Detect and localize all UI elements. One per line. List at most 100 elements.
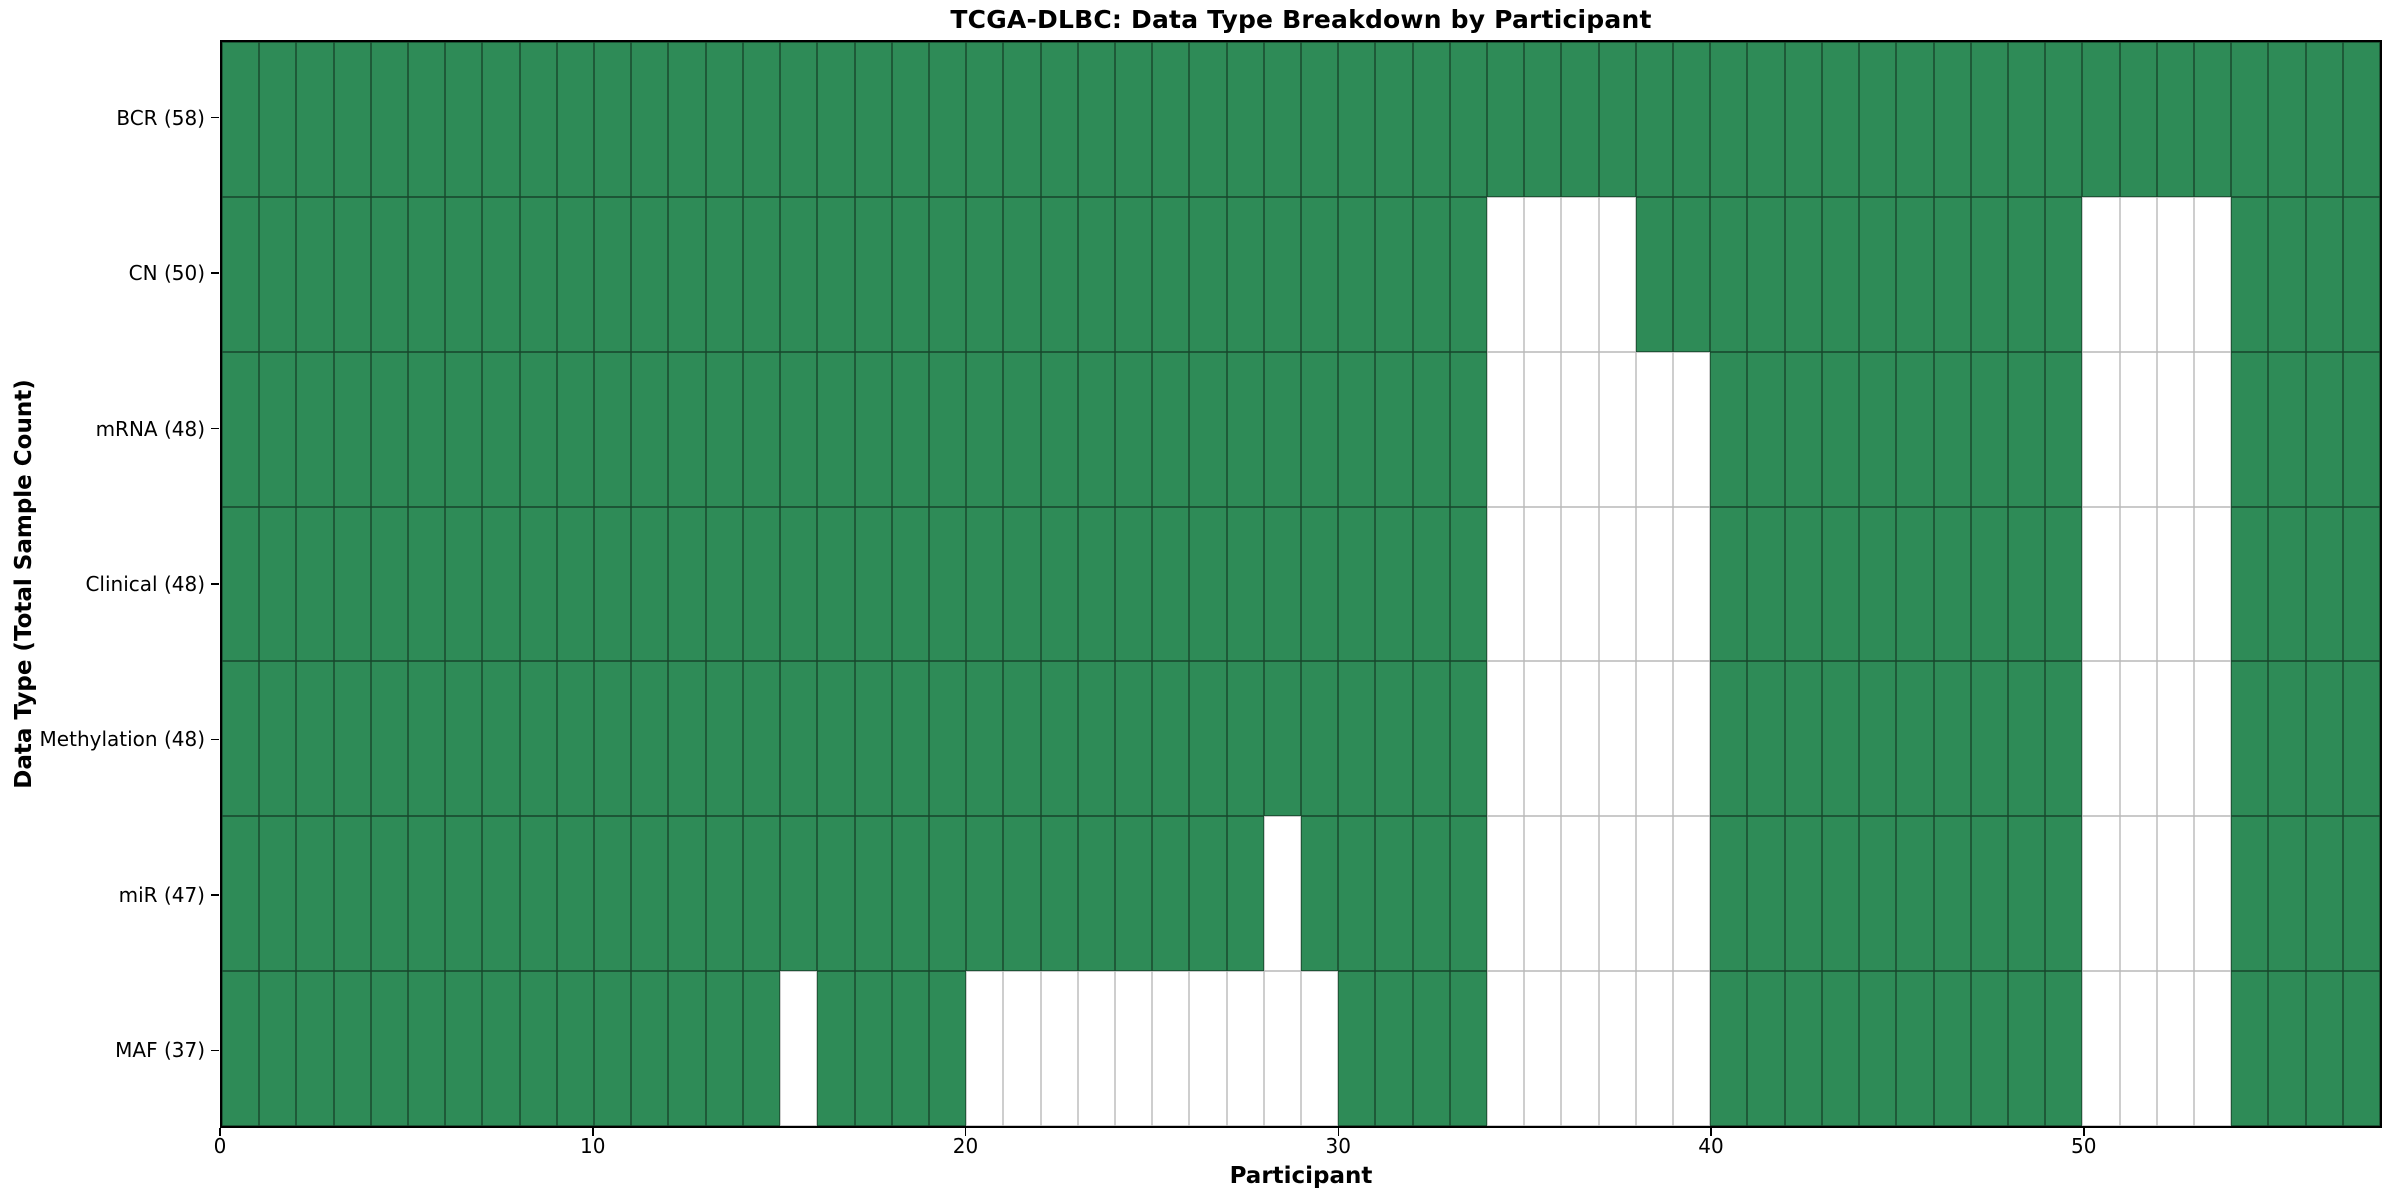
cell-Clinical-participant-35 (1524, 506, 1562, 662)
cell-mRNA-participant-24 (1114, 351, 1153, 507)
cell-MAF-participant-37 (1598, 971, 1636, 1126)
cell-mRNA-participant-43 (1821, 351, 1860, 507)
cell-mRNA-participant-2 (296, 351, 334, 507)
x-tickmark-20 (964, 1128, 967, 1136)
cell-MAF-participant-21 (1003, 971, 1041, 1126)
cell-BCR-participant-15 (780, 42, 818, 197)
cell-Methylation-participant-52 (2156, 661, 2194, 817)
cell-MAF-participant-1 (259, 971, 297, 1126)
cell-mRNA-participant-34 (1487, 351, 1525, 507)
cell-Clinical-participant-39 (1673, 506, 1711, 662)
cell-mRNA-participant-47 (1970, 351, 2008, 507)
cell-BCR-participant-9 (556, 42, 595, 197)
cell-MAF-participant-27 (1226, 971, 1264, 1126)
cell-MAF-participant-5 (408, 971, 446, 1126)
cell-CN-participant-30 (1338, 196, 1376, 352)
y-tickmark-Clinical (211, 583, 219, 585)
cell-BCR-participant-22 (1040, 42, 1078, 197)
cell-Clinical-participant-14 (742, 506, 781, 662)
cell-Clinical-participant-34 (1487, 506, 1525, 662)
cell-miR-participant-41 (1747, 816, 1785, 972)
cell-Methylation-participant-24 (1114, 661, 1153, 817)
cell-mRNA-participant-0 (222, 351, 260, 507)
cell-miR-participant-5 (408, 816, 446, 972)
cell-BCR-participant-6 (445, 42, 483, 197)
cell-mRNA-participant-19 (928, 351, 967, 507)
y-tick-label-mRNA: mRNA (48) (95, 416, 205, 441)
cell-miR-participant-25 (1152, 816, 1190, 972)
cell-Clinical-participant-47 (1970, 506, 2008, 662)
cell-miR-participant-19 (928, 816, 967, 972)
cell-BCR-participant-43 (1821, 42, 1860, 197)
cell-Clinical-participant-45 (1896, 506, 1934, 662)
cell-Clinical-participant-30 (1338, 506, 1376, 662)
cell-MAF-participant-39 (1673, 971, 1711, 1126)
cell-Methylation-participant-18 (891, 661, 929, 817)
cell-miR-participant-50 (2082, 816, 2120, 972)
cell-Methylation-participant-15 (780, 661, 818, 817)
cell-Clinical-participant-9 (556, 506, 595, 662)
cell-Clinical-participant-49 (2045, 506, 2083, 662)
cell-MAF-participant-56 (2305, 971, 2343, 1126)
cell-Methylation-participant-19 (928, 661, 967, 817)
cell-BCR-participant-24 (1114, 42, 1153, 197)
cell-miR-participant-20 (966, 816, 1004, 972)
cell-mRNA-participant-26 (1189, 351, 1227, 507)
cell-miR-participant-32 (1412, 816, 1450, 972)
y-tick-label-miR: miR (47) (118, 882, 205, 907)
cell-Clinical-participant-32 (1412, 506, 1450, 662)
cell-miR-participant-4 (370, 816, 409, 972)
cell-miR-participant-45 (1896, 816, 1934, 972)
cell-CN-participant-19 (928, 196, 967, 352)
cell-Methylation-participant-35 (1524, 661, 1562, 817)
cell-miR-participant-44 (1859, 816, 1897, 972)
cell-MAF-participant-16 (817, 971, 855, 1126)
cell-MAF-participant-12 (668, 971, 706, 1126)
cell-BCR-participant-29 (1301, 42, 1339, 197)
cell-mRNA-participant-52 (2156, 351, 2194, 507)
cell-CN-participant-21 (1003, 196, 1041, 352)
cell-Methylation-participant-25 (1152, 661, 1190, 817)
cell-CN-participant-18 (891, 196, 929, 352)
cell-Methylation-participant-32 (1412, 661, 1450, 817)
cell-Methylation-participant-40 (1710, 661, 1748, 817)
cell-CN-participant-45 (1896, 196, 1934, 352)
cell-mRNA-participant-23 (1077, 351, 1115, 507)
cell-MAF-participant-25 (1152, 971, 1190, 1126)
cell-CN-participant-2 (296, 196, 334, 352)
cell-Clinical-participant-44 (1859, 506, 1897, 662)
cell-BCR-participant-25 (1152, 42, 1190, 197)
cell-mRNA-participant-32 (1412, 351, 1450, 507)
cell-Methylation-participant-3 (333, 661, 371, 817)
cell-BCR-participant-33 (1449, 42, 1488, 197)
cell-BCR-participant-48 (2007, 42, 2046, 197)
cell-CN-participant-41 (1747, 196, 1785, 352)
cell-miR-participant-28 (1263, 816, 1301, 972)
cell-BCR-participant-2 (296, 42, 334, 197)
cell-Methylation-participant-26 (1189, 661, 1227, 817)
cell-miR-participant-37 (1598, 816, 1636, 972)
cell-Clinical-participant-21 (1003, 506, 1041, 662)
cell-CN-participant-50 (2082, 196, 2120, 352)
cell-mRNA-participant-44 (1859, 351, 1897, 507)
cell-MAF-participant-32 (1412, 971, 1450, 1126)
y-tickmark-CN (211, 272, 219, 274)
cell-miR-participant-43 (1821, 816, 1860, 972)
cell-CN-participant-53 (2193, 196, 2232, 352)
cell-miR-participant-7 (482, 816, 520, 972)
cell-miR-participant-9 (556, 816, 595, 972)
cell-Clinical-participant-13 (705, 506, 743, 662)
cell-mRNA-participant-38 (1635, 351, 1674, 507)
cell-Clinical-participant-28 (1263, 506, 1301, 662)
cell-BCR-participant-38 (1635, 42, 1674, 197)
cell-Methylation-participant-37 (1598, 661, 1636, 817)
cell-MAF-participant-36 (1561, 971, 1599, 1126)
cell-Methylation-participant-29 (1301, 661, 1339, 817)
cell-CN-participant-26 (1189, 196, 1227, 352)
cell-BCR-participant-53 (2193, 42, 2232, 197)
cell-Methylation-participant-6 (445, 661, 483, 817)
cell-MAF-participant-34 (1487, 971, 1525, 1126)
cell-MAF-participant-33 (1449, 971, 1488, 1126)
cell-BCR-participant-35 (1524, 42, 1562, 197)
x-tick-label-0: 0 (213, 1134, 227, 1158)
